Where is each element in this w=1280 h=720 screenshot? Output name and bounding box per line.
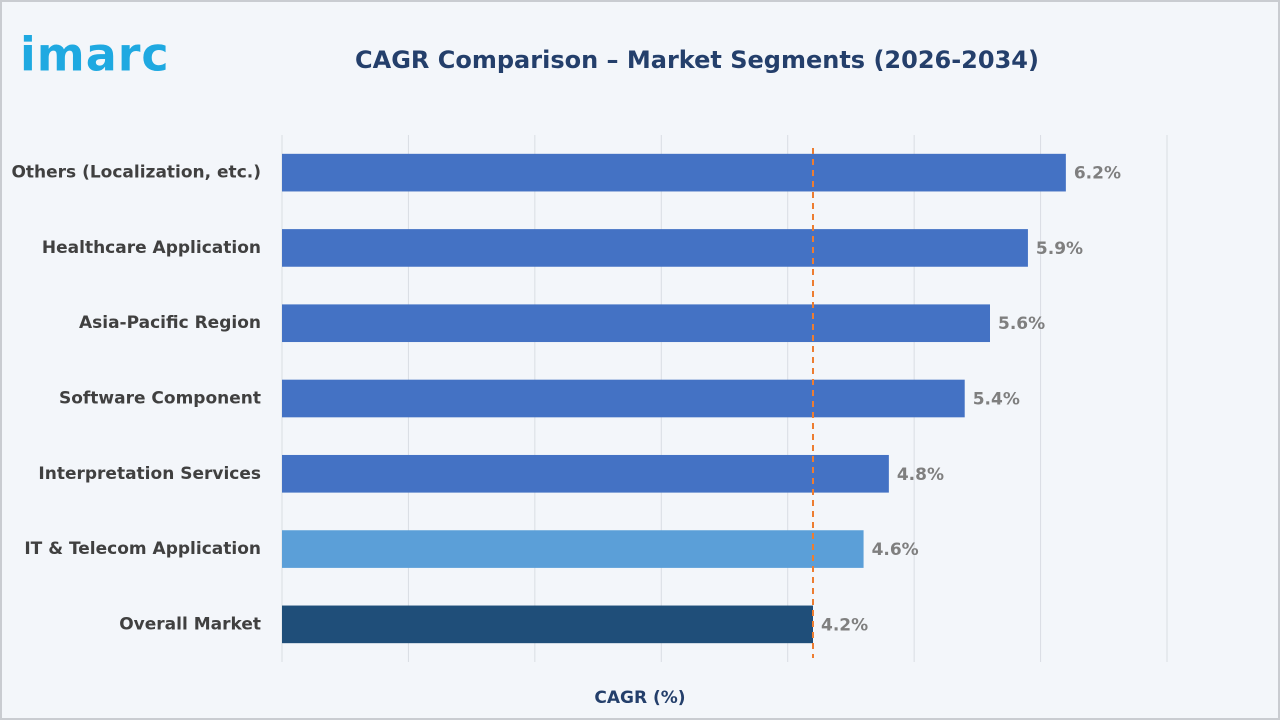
- y-tick-label: Overall Market: [119, 614, 261, 634]
- logo: imarc: [20, 28, 170, 82]
- value-label: 4.8%: [897, 465, 944, 485]
- value-label: 5.6%: [998, 314, 1045, 334]
- bar: [282, 605, 813, 644]
- bar: [282, 530, 864, 568]
- y-tick-label: Others (Localization, etc.): [11, 163, 261, 183]
- x-axis-label: CAGR (%): [594, 688, 685, 708]
- bar: [282, 454, 889, 493]
- value-label: 5.4%: [973, 390, 1020, 410]
- y-tick-label: Software Component: [59, 389, 261, 409]
- chart-title: CAGR Comparison – Market Segments (2026-…: [355, 46, 1039, 74]
- y-tick-label: Interpretation Services: [38, 464, 261, 484]
- value-label: 5.9%: [1036, 239, 1083, 259]
- value-label: 6.2%: [1074, 164, 1121, 184]
- bar: [282, 304, 990, 343]
- bar: [282, 153, 1066, 192]
- value-label: 4.6%: [872, 540, 919, 560]
- bar: [282, 379, 965, 418]
- bar: [282, 229, 1028, 267]
- y-tick-label: Asia-Pacific Region: [79, 313, 261, 333]
- value-label: 4.2%: [821, 615, 868, 635]
- y-tick-label: IT & Telecom Application: [24, 539, 261, 559]
- y-tick-label: Healthcare Application: [42, 238, 261, 258]
